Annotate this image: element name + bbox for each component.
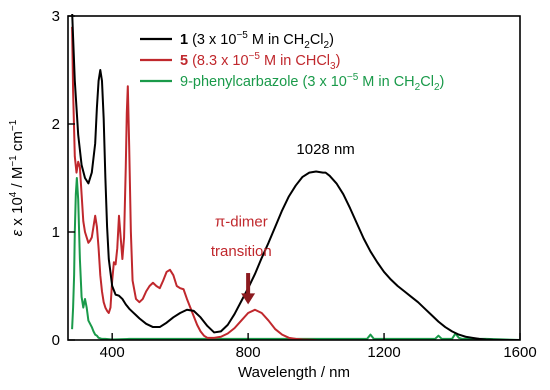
x-axis-title: Wavelength / nm — [238, 364, 350, 381]
peak-annotation: 1028 nm — [296, 141, 354, 158]
legend-entry-3: 9-phenylcarbazole (3 x 10−5 M in CH2Cl2) — [180, 72, 444, 93]
y-title-cm: cm — [9, 131, 26, 155]
y-title-exp-b: −1 — [8, 119, 19, 131]
y-title-mid: x 10 — [9, 197, 26, 230]
x-tick-label: 1600 — [503, 344, 536, 361]
legend: 1 (3 x 10−5 M in CH2Cl2)5 (8.3 x 10−5 M … — [140, 30, 444, 93]
y-tick-label: 2 — [52, 116, 60, 133]
y-tick-label: 1 — [52, 224, 60, 241]
y-title-eps: ε — [9, 229, 26, 236]
y-title-exp-a: −1 — [8, 155, 19, 167]
dimer-annotation-line2: transition — [211, 243, 272, 260]
y-axis-title: ε x 104 / M−1 cm−1 — [8, 119, 26, 236]
x-tick-label: 1200 — [367, 344, 400, 361]
ticks-layer: 400 800 1200 1600 0 1 2 3 — [52, 8, 537, 361]
series-line-2 — [71, 26, 317, 340]
legend-entry-1: 1 (3 x 10−5 M in CH2Cl2) — [180, 30, 334, 51]
arrow-head — [241, 293, 256, 305]
y-tick-label: 3 — [52, 8, 60, 25]
plot-frame — [67, 15, 521, 341]
dimer-annotation-line1: π-dimer — [215, 214, 268, 231]
y-title-unit: / M — [9, 167, 26, 192]
x-tick-label: 800 — [236, 344, 261, 361]
dimer-arrow — [241, 273, 256, 305]
y-tick-label: 0 — [52, 332, 60, 349]
legend-entry-2: 5 (8.3 x 10−5 M in CHCl3) — [180, 51, 340, 72]
x-tick-label: 400 — [100, 344, 125, 361]
y-title-exp4: 4 — [8, 191, 19, 197]
series-line-3 — [71, 177, 520, 340]
